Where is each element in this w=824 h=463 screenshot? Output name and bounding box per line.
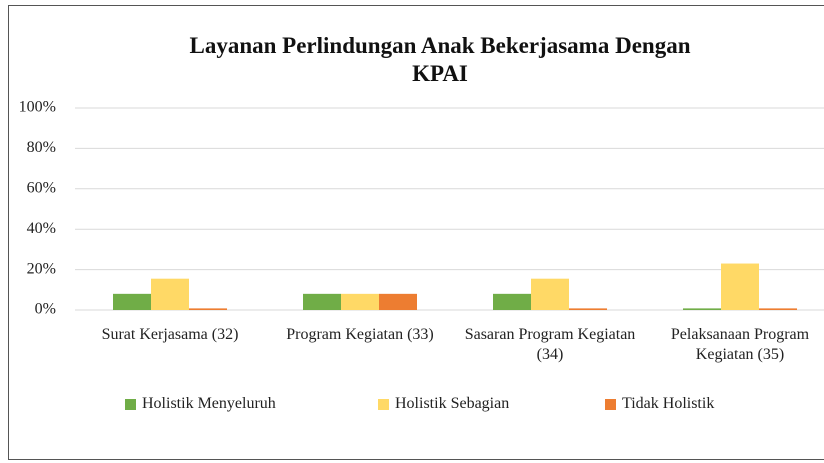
y-tick-label: 0% (35, 301, 56, 318)
legend-swatch (605, 398, 616, 410)
bar (151, 278, 189, 310)
y-tick-label: 80% (27, 139, 56, 156)
bar (569, 308, 607, 310)
bar (303, 293, 341, 310)
bar (189, 308, 227, 310)
bar (531, 278, 569, 310)
legend-item: Holistik Sebagian (378, 395, 509, 413)
bar (493, 293, 531, 310)
legend-item: Holistik Menyeluruh (125, 395, 276, 413)
legend-swatch (378, 398, 389, 410)
y-tick-label: 20% (27, 260, 56, 277)
bar (683, 308, 721, 310)
y-tick-label: 60% (27, 179, 56, 196)
chart-frame (8, 5, 824, 460)
legend-item: Tidak Holistik (605, 395, 714, 413)
bar (341, 293, 379, 310)
y-tick-label: 100% (19, 99, 56, 116)
y-tick-label: 40% (27, 220, 56, 237)
x-tick-label: Surat Kerjasama (32) (101, 326, 239, 343)
x-tick-label: Sasaran Program Kegiatan (34) (464, 326, 636, 363)
legend: Holistik Menyeluruh Holistik Sebagian Tida… (0, 395, 824, 419)
bar (721, 263, 759, 310)
bar (759, 308, 797, 310)
legend-swatch (125, 398, 136, 410)
bar (113, 293, 151, 310)
x-tick-label: Pelaksanaan Program Kegiatan (35) (670, 326, 810, 363)
legend-label: Holistik Sebagian (395, 395, 510, 412)
legend-label: Tidak Holistik (622, 395, 715, 412)
chart-title: Layanan Perlindungan Anak Bekerjasama De… (189, 33, 691, 86)
bar (379, 293, 417, 310)
legend-label: Holistik Menyeluruh (142, 395, 276, 412)
x-tick-label: Program Kegiatan (33) (286, 326, 434, 343)
